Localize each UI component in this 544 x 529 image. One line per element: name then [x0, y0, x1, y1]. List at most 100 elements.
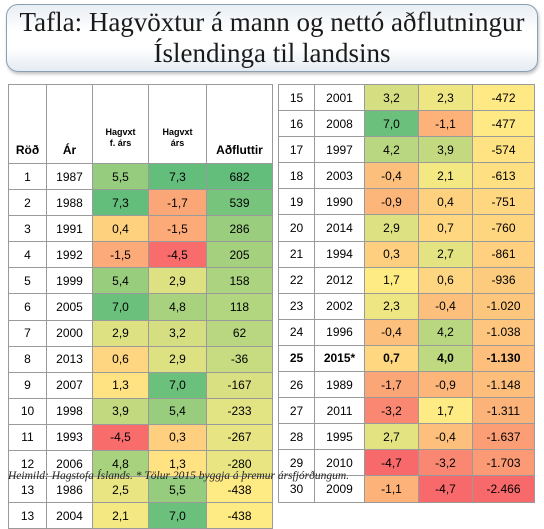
- net-migration-cell: 205: [206, 241, 273, 269]
- net-migration-cell: 158: [206, 267, 273, 295]
- year-cell: 1996: [314, 318, 365, 346]
- growth-cell: -4,7: [418, 475, 473, 503]
- table-row: 16 2008 7,0 -1,1 -477: [278, 110, 535, 138]
- rank-cell: 24: [278, 318, 315, 346]
- growth-prev-cell: -4,7: [364, 449, 419, 477]
- rank-cell: 19: [278, 188, 315, 216]
- rank-cell: 18: [278, 162, 315, 190]
- rank-cell: 23: [278, 292, 315, 320]
- growth-prev-cell: 4,2: [364, 136, 419, 164]
- net-migration-cell: -167: [206, 371, 273, 399]
- growth-prev-cell: -1,7: [364, 371, 419, 399]
- year-cell: 1997: [314, 136, 365, 164]
- growth-cell: -1,1: [418, 110, 473, 138]
- rank-cell: 29: [278, 449, 315, 477]
- table-row: 18 2003 -0,4 2,1 -613: [278, 162, 535, 190]
- year-cell: 1987: [46, 162, 93, 191]
- table-row: 7 2000 2,9 3,2 62: [8, 319, 273, 347]
- net-migration-cell: -267: [206, 423, 273, 452]
- growth-prev-cell: -3,2: [364, 397, 419, 425]
- rank-cell: 15: [278, 83, 315, 112]
- growth-cell: 4,0: [418, 344, 473, 373]
- growth-cell: -0,9: [418, 371, 473, 399]
- growth-prev-cell: 7,0: [92, 293, 149, 321]
- rank-cell: 25: [278, 344, 315, 373]
- table-row: 8 2013 0,6 2,9 -36: [8, 345, 273, 373]
- year-cell: 1999: [46, 267, 93, 295]
- net-migration-cell: -477: [472, 110, 535, 138]
- net-migration-cell: -1.148: [472, 371, 535, 399]
- rank-cell: 26: [278, 371, 315, 399]
- year-cell: 2008: [314, 110, 365, 138]
- year-cell: 2003: [314, 162, 365, 190]
- table-row: 13 2004 2,1 7,0 -438: [8, 502, 273, 529]
- growth-cell: -3,2: [418, 449, 473, 477]
- title-line-2: Íslendinga til landsins: [153, 38, 391, 68]
- table-row: 28 1995 2,7 -0,4 -1.637: [278, 423, 535, 451]
- growth-cell: 7,0: [148, 371, 207, 399]
- year-cell: 1998: [46, 397, 93, 425]
- growth-prev-cell: -0,4: [364, 162, 419, 190]
- table-row: 20 2014 2,9 0,7 -760: [278, 214, 535, 242]
- net-migration-cell: -1.311: [472, 397, 535, 425]
- growth-cell: 0,6: [418, 266, 473, 294]
- header-growth: Hagvxt árs: [148, 84, 207, 164]
- growth-cell: 2,3: [418, 83, 473, 112]
- growth-cell: 2,9: [148, 267, 207, 295]
- table-row: 17 1997 4,2 3,9 -574: [278, 136, 535, 164]
- growth-prev-cell: 3,2: [364, 83, 419, 112]
- growth-prev-cell: 1,7: [364, 266, 419, 294]
- table-row: 25 2015* 0,7 4,0 -1.130: [278, 344, 535, 373]
- header-growth-line2: árs: [170, 138, 185, 148]
- growth-prev-cell: -4,5: [92, 423, 149, 452]
- year-cell: 1988: [46, 189, 93, 217]
- year-cell: 2002: [314, 292, 365, 320]
- growth-cell: -0,4: [418, 423, 473, 451]
- net-migration-cell: -936: [472, 266, 535, 294]
- year-cell: 2015*: [314, 344, 365, 373]
- growth-prev-cell: 2,9: [364, 214, 419, 242]
- header-growth-prev: Hagvxt f. árs: [92, 84, 149, 164]
- growth-prev-cell: -1,5: [92, 241, 149, 269]
- table-row: 29 2010 -4,7 -3,2 -1.703: [278, 449, 535, 477]
- growth-prev-cell: -0,9: [364, 188, 419, 216]
- rank-cell: 28: [278, 423, 315, 451]
- table-row: 1 1987 5,5 7,3 682: [8, 162, 273, 191]
- table-row: 4 1992 -1,5 -4,5 205: [8, 241, 273, 269]
- title-line-1: Tafla: Hagvöxtur á mann og nettó aðflutn…: [19, 7, 525, 37]
- growth-prev-cell: -1,1: [364, 475, 419, 503]
- net-migration-cell: -1.637: [472, 423, 535, 451]
- growth-prev-cell: -0,4: [364, 318, 419, 346]
- net-migration-cell: 118: [206, 293, 273, 321]
- table-row: 12 2006 4,8 1,3 -280: [8, 450, 273, 478]
- table-row: 6 2005 7,0 4,8 118: [8, 293, 273, 321]
- year-cell: 2006: [46, 450, 93, 478]
- year-cell: 2010: [314, 449, 365, 477]
- table-header-row: Röð Ár Hagvxt f. árs Hagvxt árs Aðfluttir: [8, 84, 273, 164]
- table-row: 27 2011 -3,2 1,7 -1.311: [278, 397, 535, 425]
- growth-prev-cell: 2,9: [92, 319, 149, 347]
- growth-cell: 2,1: [418, 162, 473, 190]
- table-row: 3 1991 0,4 -1,5 286: [8, 215, 273, 243]
- rank-cell: 8: [8, 345, 47, 373]
- growth-cell: 3,2: [148, 319, 207, 347]
- year-cell: 2007: [46, 371, 93, 399]
- net-migration-cell: -574: [472, 136, 535, 164]
- net-migration-cell: -472: [472, 83, 535, 112]
- header-rank: Röð: [8, 84, 47, 164]
- growth-prev-cell: 0,3: [364, 240, 419, 268]
- rank-cell: 13: [8, 502, 47, 529]
- net-migration-cell: -280: [206, 450, 273, 478]
- growth-cell: 2,9: [148, 345, 207, 373]
- growth-prev-cell: 0,7: [364, 344, 419, 373]
- header-growth-line1: Hagvxt: [162, 127, 193, 137]
- growth-prev-cell: 2,1: [92, 502, 149, 529]
- year-cell: 2005: [46, 293, 93, 321]
- growth-cell: 1,7: [418, 397, 473, 425]
- growth-cell: 3,9: [418, 136, 473, 164]
- growth-cell: 4,8: [148, 293, 207, 321]
- net-migration-cell: 62: [206, 319, 273, 347]
- growth-cell: -1,5: [148, 215, 207, 243]
- net-migration-cell: -1.038: [472, 318, 535, 346]
- growth-prev-cell: 1,3: [92, 371, 149, 399]
